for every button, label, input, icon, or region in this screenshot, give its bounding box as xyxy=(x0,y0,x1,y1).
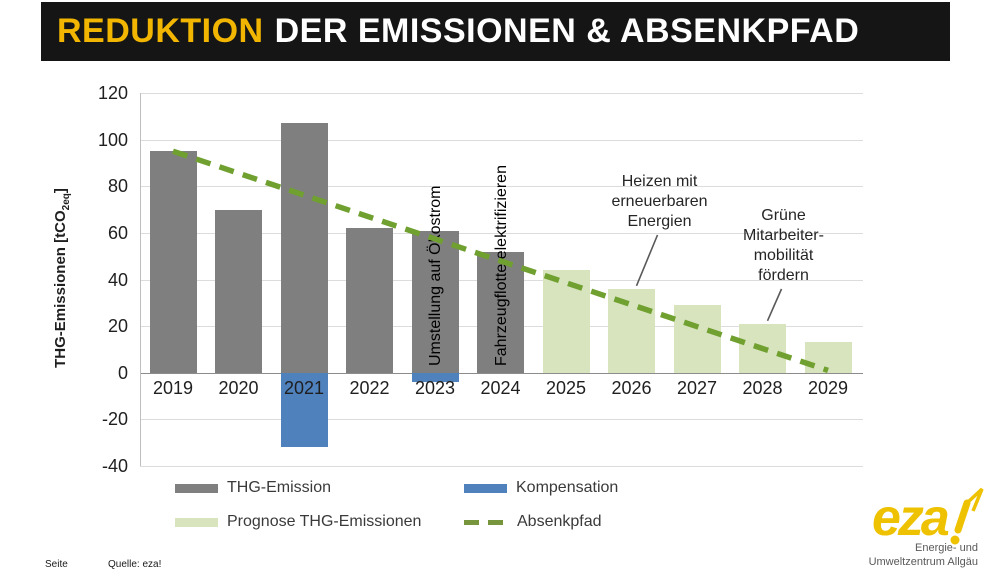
legend-swatch xyxy=(175,483,218,493)
page-title-rest: DER EMISSIONEN & ABSENKPFAD xyxy=(274,12,860,50)
legend-label: Kompensation xyxy=(516,479,619,496)
legend-swatch xyxy=(175,517,218,527)
y-tick-label: 100 xyxy=(97,129,128,150)
x-tick-label: 2029 xyxy=(807,378,849,398)
y-tick-label: -20 xyxy=(101,409,128,430)
x-tick-label: 2019 xyxy=(152,378,194,398)
x-tick-label: 2026 xyxy=(611,378,652,398)
source-label: Quelle: eza! xyxy=(108,559,162,570)
bar-THG-Emission-2020 xyxy=(215,209,262,373)
callout-pointer xyxy=(766,288,783,322)
bar-measure-label-2023: Umstellung auf Ökostrom xyxy=(427,185,444,366)
bar-Prognose THG-Emissionen-2026 xyxy=(608,288,655,373)
x-tick-label: 2021 xyxy=(283,378,325,398)
eza-logo: eza xyxy=(872,487,984,546)
logo-caption: Energie- und Umweltzentrum Allgäu xyxy=(868,542,978,568)
callout-pointer xyxy=(635,234,659,287)
gridline xyxy=(140,140,863,141)
y-axis-line xyxy=(140,93,141,466)
legend-label: Prognose THG-Emissionen xyxy=(227,513,422,530)
page-title-highlight: REDUKTION xyxy=(57,12,264,50)
legend-item-Kompensation: Kompensation xyxy=(464,479,618,497)
x-tick-label: 2023 xyxy=(414,378,456,398)
x-tick-label: 2027 xyxy=(676,378,718,398)
bar-THG-Emission-2019 xyxy=(149,151,197,373)
x-tick-label: 2020 xyxy=(218,378,259,398)
gridline xyxy=(140,419,863,420)
legend-item-Prognose THG-Emissionen: Prognose THG-Emissionen xyxy=(175,513,421,531)
y-tick-label: 0 xyxy=(117,362,128,383)
page-title: REDUKTION DER EMISSIONEN & ABSENKPFAD xyxy=(57,12,859,51)
callout-2028: Grüne Mitarbeiter-mobilität fördern xyxy=(743,207,824,284)
x-tick-label: 2022 xyxy=(349,378,390,398)
bar-Kompensation-2021 xyxy=(280,372,328,448)
bar-Prognose THG-Emissionen-2027 xyxy=(673,305,721,373)
bar-Kompensation-2023 xyxy=(411,372,459,383)
legend-swatch xyxy=(464,483,507,493)
legend-label: Absenkpfad xyxy=(517,513,602,530)
x-tick-label: 2028 xyxy=(742,378,783,398)
zero-axis-line xyxy=(140,373,863,374)
y-tick-label: 60 xyxy=(107,222,128,243)
slide-header: REDUKTION DER EMISSIONEN & ABSENKPFAD xyxy=(41,2,950,61)
bar-measure-label-2024: Fahrzeugflotte elektrifizieren xyxy=(492,165,510,366)
bar-Prognose THG-Emissionen-2025 xyxy=(542,270,590,373)
bar-THG-Emission-2022 xyxy=(346,228,393,373)
y-tick-label: -40 xyxy=(101,456,128,476)
y-tick-label: 20 xyxy=(107,316,128,337)
bar-Prognose THG-Emissionen-2029 xyxy=(804,342,852,373)
legend-label: THG-Emission xyxy=(227,479,332,496)
x-tick-label: 2024 xyxy=(480,378,521,398)
gridline xyxy=(140,93,863,94)
page-number-label: Seite xyxy=(45,559,68,570)
legend-item-Absenkpfad: Absenkpfad xyxy=(464,513,602,531)
legend-item-THG-Emission: THG-Emission xyxy=(175,479,331,497)
y-tick-label: 80 xyxy=(107,176,128,197)
legend-swatch xyxy=(464,519,508,525)
y-tick-label: 120 xyxy=(97,83,128,103)
eza-wordmark: eza xyxy=(872,489,949,546)
y-tick-label: 40 xyxy=(107,269,128,290)
bar-Prognose THG-Emissionen-2028 xyxy=(739,323,786,373)
gridline xyxy=(140,466,863,467)
y-axis-title: THG-Emissionen [tCO2eq] xyxy=(52,188,72,368)
bar-THG-Emission-2021 xyxy=(280,123,328,373)
x-tick-label: 2025 xyxy=(545,378,587,398)
